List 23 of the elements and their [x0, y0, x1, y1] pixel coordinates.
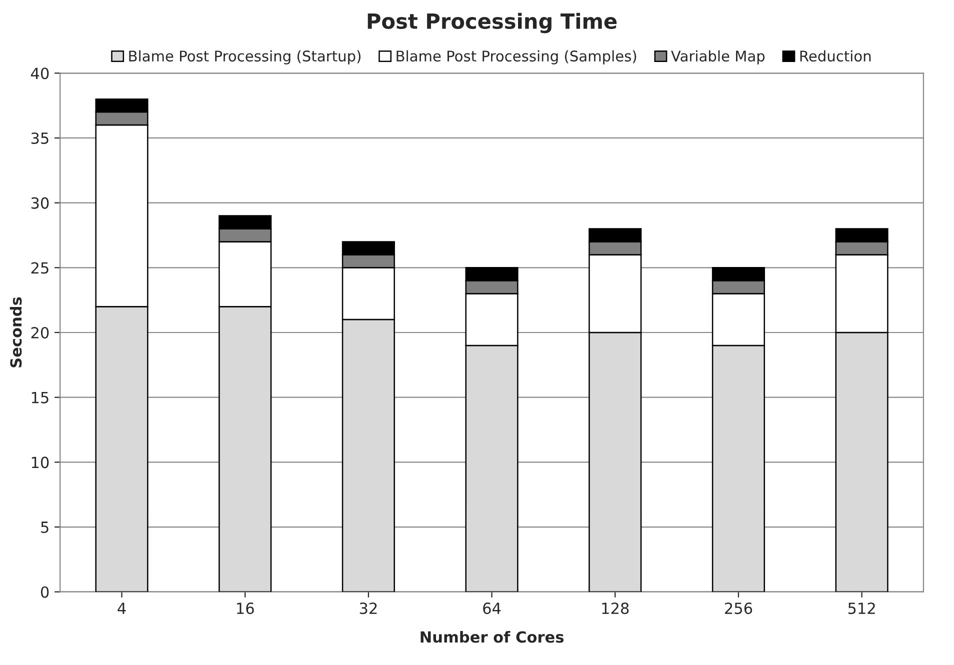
x-tick-label: 32 [360, 602, 377, 614]
legend-label: Blame Post Processing (Startup) [129, 50, 360, 64]
y-tick-label: 25 [31, 262, 48, 274]
y-tick-label: 40 [30, 68, 49, 80]
legend-label: Blame Post Processing (Samples) [396, 50, 636, 64]
y-tick-label: 15 [32, 392, 48, 404]
y-axis-title: Seconds [10, 297, 22, 368]
x-tick-label: 512 [848, 602, 875, 614]
y-tick-label: 20 [31, 326, 49, 339]
x-tick-label: 4 [118, 602, 126, 614]
chart-title: Post Processing Time [368, 12, 617, 34]
y-tick-label: 5 [41, 522, 48, 534]
legend-label: Reduction [800, 50, 871, 62]
y-tick-label: 0 [40, 586, 49, 598]
x-tick-label: 128 [602, 602, 629, 614]
x-tick-label: 256 [725, 602, 752, 614]
x-axis-title: Number of Cores [420, 630, 564, 643]
legend-label: Variable Map [671, 50, 765, 64]
x-tick-label: 16 [237, 602, 254, 614]
y-tick-label: 30 [31, 197, 49, 209]
y-tick-label: 10 [32, 456, 49, 468]
y-tick-label: 35 [31, 132, 48, 144]
x-tick-label: 64 [483, 602, 501, 614]
